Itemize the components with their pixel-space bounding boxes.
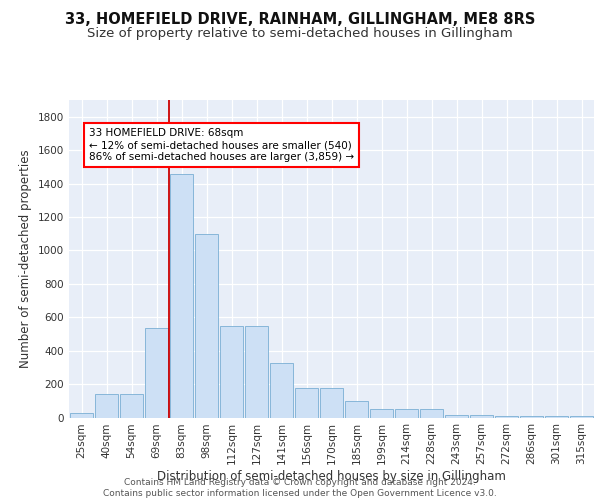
Bar xyxy=(95,394,118,417)
Bar xyxy=(370,409,393,418)
Bar xyxy=(195,234,218,418)
Bar xyxy=(395,409,418,418)
Text: Size of property relative to semi-detached houses in Gillingham: Size of property relative to semi-detach… xyxy=(87,28,513,40)
Text: 33 HOMEFIELD DRIVE: 68sqm
← 12% of semi-detached houses are smaller (540)
86% of: 33 HOMEFIELD DRIVE: 68sqm ← 12% of semi-… xyxy=(89,128,354,162)
Bar xyxy=(445,415,468,418)
Bar xyxy=(120,394,143,417)
Bar xyxy=(545,416,568,418)
Bar xyxy=(220,326,243,418)
X-axis label: Distribution of semi-detached houses by size in Gillingham: Distribution of semi-detached houses by … xyxy=(157,470,506,483)
Bar xyxy=(420,409,443,418)
Bar xyxy=(345,401,368,417)
Bar xyxy=(470,415,493,418)
Bar xyxy=(520,416,543,418)
Bar xyxy=(570,416,593,418)
Bar xyxy=(145,328,168,418)
Bar xyxy=(245,326,268,418)
Bar xyxy=(295,388,318,418)
Bar xyxy=(495,416,518,418)
Text: Contains HM Land Registry data © Crown copyright and database right 2024.
Contai: Contains HM Land Registry data © Crown c… xyxy=(103,478,497,498)
Bar xyxy=(270,363,293,418)
Bar xyxy=(70,414,93,418)
Bar xyxy=(170,174,193,418)
Text: 33, HOMEFIELD DRIVE, RAINHAM, GILLINGHAM, ME8 8RS: 33, HOMEFIELD DRIVE, RAINHAM, GILLINGHAM… xyxy=(65,12,535,28)
Y-axis label: Number of semi-detached properties: Number of semi-detached properties xyxy=(19,150,32,368)
Bar xyxy=(320,388,343,418)
